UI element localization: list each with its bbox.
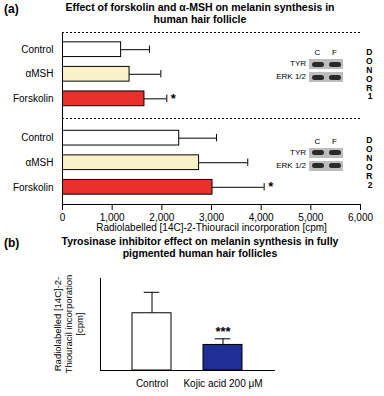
html-text:Radiolabelled [14C]-2-Thiourac: Radiolabelled [14C]-2-Thiouracil incorpo…	[51, 274, 85, 374]
svg-text:Control: Control	[136, 378, 168, 389]
html-text:(a): (a)	[4, 2, 19, 16]
html-text:(b): (b)	[4, 236, 20, 250]
svg-text:Control: Control	[21, 44, 53, 55]
svg-text:*: *	[171, 91, 177, 106]
svg-text:αMSH: αMSH	[25, 68, 53, 79]
html-text:Effect of forskolin and α-MSH: Effect of forskolin and α-MSH on melanin…	[65, 1, 335, 25]
html-text:ERK 1/2: ERK 1/2	[276, 160, 306, 170]
html-text:C: C	[314, 48, 321, 58]
svg-text:αMSH: αMSH	[25, 157, 53, 168]
html-text:F: F	[332, 136, 337, 146]
html-text:TYR: TYR	[290, 147, 306, 157]
svg-text:Control: Control	[21, 132, 53, 143]
svg-text:0: 0	[60, 212, 66, 223]
html-text:F: F	[332, 48, 337, 58]
html-text:TYR: TYR	[290, 59, 306, 69]
html-text:ERK 1/2: ERK 1/2	[276, 72, 306, 82]
svg-text:***: ***	[215, 324, 231, 339]
svg-text:2,000: 2,000	[149, 211, 175, 223]
svg-text:Kojic acid 200 μM: Kojic acid 200 μM	[183, 378, 262, 389]
html-text:C: C	[314, 136, 321, 146]
svg-text:5,000: 5,000	[298, 211, 324, 223]
svg-text:DONOR1: DONOR1	[366, 47, 373, 102]
svg-text:4,000: 4,000	[248, 211, 274, 223]
svg-text:6,000: 6,000	[348, 212, 373, 223]
svg-text:DONOR2: DONOR2	[366, 135, 373, 190]
svg-text:3,000: 3,000	[199, 211, 224, 223]
svg-text:*: *	[268, 179, 274, 194]
svg-text:Radiolabelled [14C]-2-Thiourac: Radiolabelled [14C]-2-Thiouracil incorpo…	[96, 222, 327, 233]
svg-text:Forskolin: Forskolin	[13, 93, 54, 104]
html-text:Tyrosinase inhibitor effect on: Tyrosinase inhibitor effect on melanin s…	[61, 235, 339, 259]
svg-text:Forskolin: Forskolin	[13, 182, 54, 193]
svg-text:1,000: 1,000	[99, 211, 125, 223]
